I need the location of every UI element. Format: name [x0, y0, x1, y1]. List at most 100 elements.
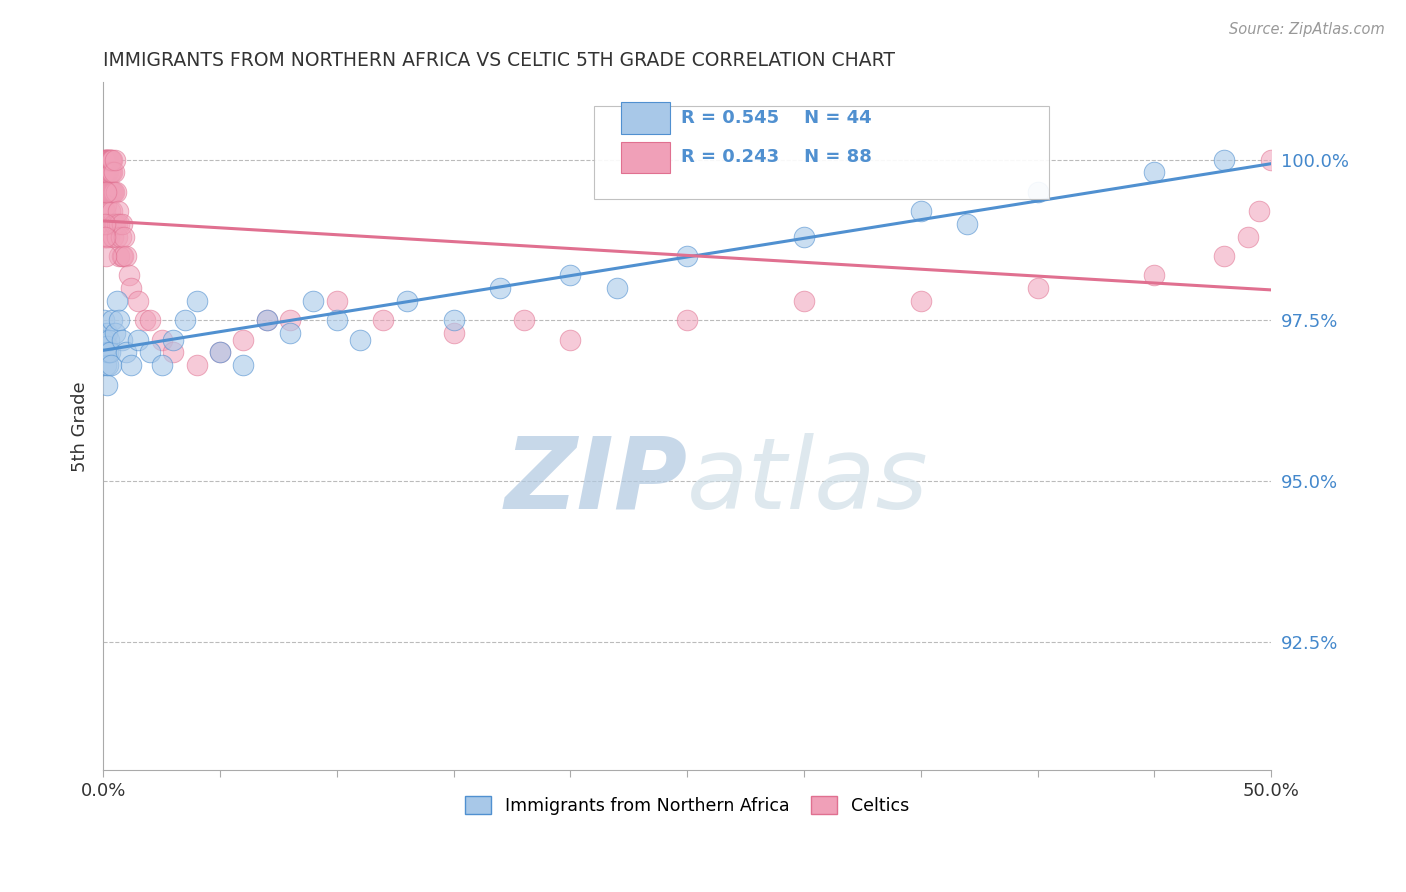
Point — [96, 377, 118, 392]
FancyBboxPatch shape — [593, 106, 1049, 199]
Point — [111, 333, 134, 347]
Point — [1213, 249, 1236, 263]
Point — [173, 313, 195, 327]
Point — [108, 249, 131, 263]
Point — [104, 185, 127, 199]
Point — [256, 313, 278, 327]
Point — [150, 333, 173, 347]
FancyBboxPatch shape — [620, 142, 669, 173]
Point — [1260, 153, 1282, 167]
Point — [96, 153, 118, 167]
Legend: Immigrants from Northern Africa, Celtics: Immigrants from Northern Africa, Celtics — [457, 788, 918, 823]
Point — [94, 333, 117, 347]
Point — [956, 217, 979, 231]
Point — [186, 293, 208, 308]
Point — [97, 153, 120, 167]
Text: ZIP: ZIP — [505, 433, 688, 530]
Point — [101, 313, 124, 327]
Point — [98, 333, 121, 347]
Point — [98, 165, 121, 179]
Point — [96, 229, 118, 244]
Point — [302, 293, 325, 308]
Point — [94, 153, 117, 167]
Point — [93, 185, 115, 199]
Point — [101, 203, 124, 218]
Point — [111, 249, 134, 263]
Point — [97, 217, 120, 231]
Text: R = 0.545    N = 44: R = 0.545 N = 44 — [682, 109, 872, 128]
Point — [186, 358, 208, 372]
Point — [1143, 165, 1166, 179]
Point — [101, 229, 124, 244]
Point — [208, 345, 231, 359]
Point — [94, 203, 117, 218]
Point — [96, 165, 118, 179]
Point — [118, 268, 141, 283]
Point — [93, 313, 115, 327]
Point — [100, 185, 122, 199]
Point — [232, 333, 254, 347]
Text: R = 0.243    N = 88: R = 0.243 N = 88 — [682, 148, 872, 166]
Point — [793, 293, 815, 308]
Point — [98, 153, 121, 167]
Point — [97, 185, 120, 199]
Point — [120, 281, 142, 295]
Point — [94, 229, 117, 244]
Text: Source: ZipAtlas.com: Source: ZipAtlas.com — [1229, 22, 1385, 37]
Point — [120, 358, 142, 372]
Point — [127, 293, 149, 308]
Point — [96, 249, 118, 263]
Text: atlas: atlas — [688, 433, 929, 530]
Point — [93, 165, 115, 179]
Point — [96, 339, 118, 353]
Point — [108, 217, 131, 231]
Point — [105, 217, 128, 231]
Point — [349, 333, 371, 347]
Point — [103, 165, 125, 179]
Point — [93, 153, 115, 167]
Point — [793, 229, 815, 244]
Point — [676, 313, 699, 327]
Point — [256, 313, 278, 327]
Point — [100, 217, 122, 231]
Point — [104, 217, 127, 231]
FancyBboxPatch shape — [620, 103, 669, 134]
Point — [101, 153, 124, 167]
Point — [101, 165, 124, 179]
Point — [107, 203, 129, 218]
Point — [512, 313, 534, 327]
Text: IMMIGRANTS FROM NORTHERN AFRICA VS CELTIC 5TH GRADE CORRELATION CHART: IMMIGRANTS FROM NORTHERN AFRICA VS CELTI… — [103, 51, 896, 70]
Point — [100, 153, 122, 167]
Point — [94, 229, 117, 244]
Point — [98, 229, 121, 244]
Point — [96, 185, 118, 199]
Point — [105, 293, 128, 308]
Point — [115, 249, 138, 263]
Point — [1236, 229, 1258, 244]
Point — [112, 229, 135, 244]
Point — [560, 333, 582, 347]
Point — [100, 153, 122, 167]
Point — [139, 345, 162, 359]
Point — [325, 293, 347, 308]
Point — [103, 185, 125, 199]
Point — [100, 358, 122, 372]
Point — [560, 268, 582, 283]
Point — [96, 326, 118, 340]
Point — [127, 333, 149, 347]
Point — [97, 153, 120, 167]
Point — [101, 185, 124, 199]
Point — [94, 185, 117, 199]
Point — [94, 197, 117, 211]
Point — [98, 185, 121, 199]
Point — [98, 153, 121, 167]
Point — [373, 313, 395, 327]
Point — [94, 345, 117, 359]
Point — [97, 165, 120, 179]
Point — [489, 281, 512, 295]
Point — [162, 333, 184, 347]
Point — [910, 293, 932, 308]
Point — [910, 203, 932, 218]
Point — [96, 153, 118, 167]
Point — [208, 345, 231, 359]
